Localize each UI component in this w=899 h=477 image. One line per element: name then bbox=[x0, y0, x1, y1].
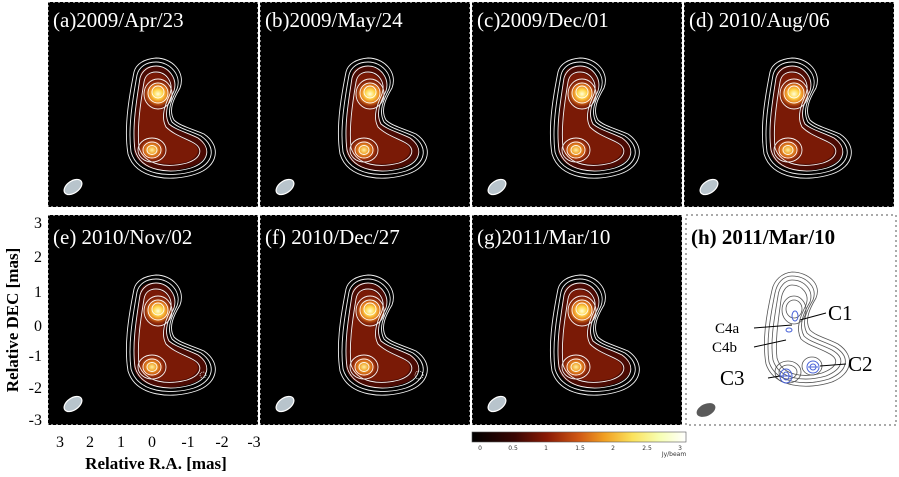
y-tick-2: 1 bbox=[34, 284, 42, 301]
panel-h-label: (h) 2011/Mar/10 bbox=[691, 225, 835, 249]
x-tick-0: 3 bbox=[56, 434, 64, 451]
panel-e-label: (e) 2010/Nov/02 bbox=[53, 225, 192, 249]
y-tick-6: -3 bbox=[29, 412, 42, 429]
panel-b-label: (b)2009/May/24 bbox=[265, 8, 403, 32]
component-c4b-label: C4b bbox=[712, 340, 737, 356]
panel-f-label: (f) 2010/Dec/27 bbox=[265, 225, 400, 249]
x-tick-6: -3 bbox=[247, 434, 260, 451]
x-tick-3: 0 bbox=[148, 434, 156, 451]
component-c4a-label: C4a bbox=[715, 321, 740, 337]
cb-tick-6: 3 bbox=[678, 445, 682, 452]
y-tick-3: 0 bbox=[34, 318, 42, 335]
colorbar-gradient bbox=[471, 431, 687, 443]
y-tick-0: 3 bbox=[34, 215, 42, 232]
panel-c: (c)2009/Dec/01 bbox=[471, 1, 683, 208]
cb-tick-0: 0 bbox=[478, 445, 482, 452]
panel-c-label: (c)2009/Dec/01 bbox=[477, 8, 609, 32]
y-axis-label: Relative DEC [mas] bbox=[3, 248, 22, 392]
x-tick-5: -2 bbox=[215, 434, 228, 451]
panel-e: (e) 2010/Nov/02 bbox=[47, 214, 259, 426]
cb-tick-1: 0.5 bbox=[508, 445, 518, 452]
x-axis-label: Relative R.A. [mas] bbox=[85, 454, 227, 473]
x-tick-4: -1 bbox=[181, 434, 194, 451]
cb-tick-4: 2 bbox=[611, 445, 615, 452]
cb-tick-2: 1 bbox=[544, 445, 548, 452]
y-tick-4: -1 bbox=[29, 348, 42, 365]
colorbar: 0 0.5 1 1.5 2 2.5 3 Jy/beam bbox=[471, 431, 687, 458]
component-c3-label: C3 bbox=[720, 366, 745, 390]
x-tick-1: 2 bbox=[86, 434, 94, 451]
y-tick-5: -2 bbox=[29, 380, 42, 397]
panel-g: (g)2011/Mar/10 bbox=[471, 214, 683, 426]
panel-d: (d) 2010/Aug/06 bbox=[683, 1, 895, 208]
panel-g-label: (g)2011/Mar/10 bbox=[477, 225, 610, 249]
panel-h: (h) 2011/Mar/10 C1 C2 C3 C4a C4b bbox=[685, 214, 897, 426]
cb-unit: Jy/beam bbox=[661, 451, 687, 458]
panel-a-label: (a)2009/Apr/23 bbox=[53, 8, 184, 32]
x-tick-2: 1 bbox=[117, 434, 125, 451]
cb-tick-3: 1.5 bbox=[575, 445, 585, 452]
y-tick-1: 2 bbox=[34, 249, 42, 266]
panel-f: (f) 2010/Dec/27 bbox=[259, 214, 471, 426]
cb-tick-5: 2.5 bbox=[642, 445, 652, 452]
panel-a: (a)2009/Apr/23 bbox=[47, 1, 259, 208]
y-axis: Relative DEC [mas] 3 2 1 0 -1 -2 -3 bbox=[3, 215, 42, 429]
panel-d-label: (d) 2010/Aug/06 bbox=[689, 8, 830, 32]
component-c1-label: C1 bbox=[828, 301, 853, 325]
panel-b: (b)2009/May/24 bbox=[259, 1, 471, 208]
component-c2-label: C2 bbox=[848, 352, 873, 376]
x-axis: 3 2 1 0 -1 -2 -3 Relative R.A. [mas] bbox=[56, 434, 261, 473]
